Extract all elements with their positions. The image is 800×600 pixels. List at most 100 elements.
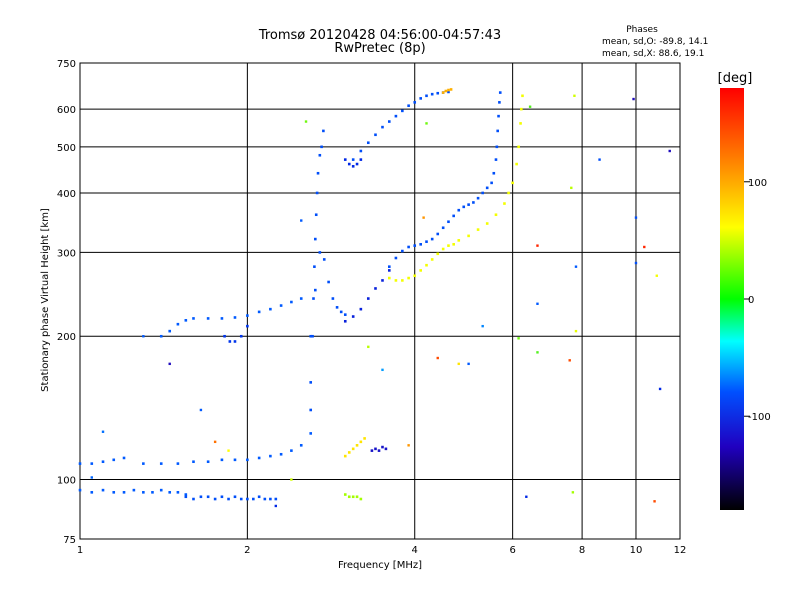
data-point [462,205,466,209]
data-point [407,104,410,108]
data-point [101,430,105,433]
x-tick-label: 2 [244,545,250,556]
y-tick-label: 750 [57,59,76,70]
data-point [447,220,450,224]
y-tick-label: 300 [57,248,76,259]
data-point [122,491,126,494]
data-point [206,317,210,320]
data-point [476,196,480,200]
data-point [322,129,325,133]
data-point [485,186,489,190]
data-point [252,497,255,501]
data-point [573,94,576,97]
data-point [206,460,210,464]
data-point [517,337,520,340]
data-point [430,92,434,96]
data-point [425,122,428,125]
data-point [430,258,434,261]
data-point [168,329,172,333]
data-point [363,437,366,440]
data-point [220,317,224,320]
data-point [347,495,351,499]
y-tick-label: 100 [57,476,76,487]
data-point [351,165,355,168]
data-point [449,88,453,91]
data-point [521,94,524,98]
data-point [490,181,493,185]
data-point [233,458,237,462]
data-point [430,237,434,241]
data-point [274,504,278,508]
data-point [387,276,391,280]
data-point [343,454,347,458]
x-tick-label: 10 [630,545,643,556]
data-point [570,186,573,190]
data-point [634,261,638,265]
data-point [359,440,363,444]
data-point [481,191,484,195]
data-point [366,297,370,300]
data-point [213,497,217,501]
colorbar-ticks: 100 0 -100 [744,178,771,423]
data-point [387,265,391,268]
data-point [503,202,506,205]
data-point [441,226,445,230]
data-point [299,444,303,447]
data-point [263,497,267,501]
data-point [159,334,163,338]
data-point [279,304,283,307]
plot-area [79,62,681,540]
data-point [228,340,232,343]
data-point [223,334,226,338]
data-point [314,237,317,241]
data-point [497,114,500,118]
data-point [536,302,539,305]
data-point [322,258,326,261]
chart-subtitle: RwPretec (8p) [334,41,425,56]
data-point [359,158,363,161]
data-point [387,120,391,123]
data-point [192,460,195,464]
data-point [436,252,440,256]
data-point [425,263,428,267]
data-point [168,491,172,494]
data-point [425,240,428,243]
data-point [176,491,180,494]
data-point [355,495,359,499]
data-point [447,88,450,92]
data-point [634,216,638,219]
x-axis-label: Frequency [MHz] [338,560,422,571]
data-point [257,310,261,314]
data-point [312,297,315,300]
data-point [571,491,575,494]
data-point [78,462,82,465]
colorbar-label: [deg] [718,71,753,86]
x-tick-label: 4 [412,545,418,556]
data-point [351,495,355,499]
data-point [233,340,237,343]
data-point [492,171,496,175]
data-point [498,91,502,94]
data-point [199,408,203,412]
data-point [355,162,359,166]
data-point [343,313,347,316]
data-point [381,368,384,372]
data-point [142,462,145,465]
data-point [366,141,370,145]
y-tick-label: 500 [57,143,76,154]
data-point [227,497,230,501]
data-point [536,351,539,354]
data-point [159,488,163,492]
data-point [314,288,317,292]
data-point [495,145,499,149]
data-point [668,149,671,153]
data-point [359,497,363,501]
phases-legend-title: Phases [626,25,658,35]
data-point [290,449,293,452]
data-point [441,91,445,94]
data-point [151,491,154,494]
data-point [653,500,656,503]
data-point [447,90,450,94]
data-point [168,362,171,366]
data-point [320,145,323,149]
